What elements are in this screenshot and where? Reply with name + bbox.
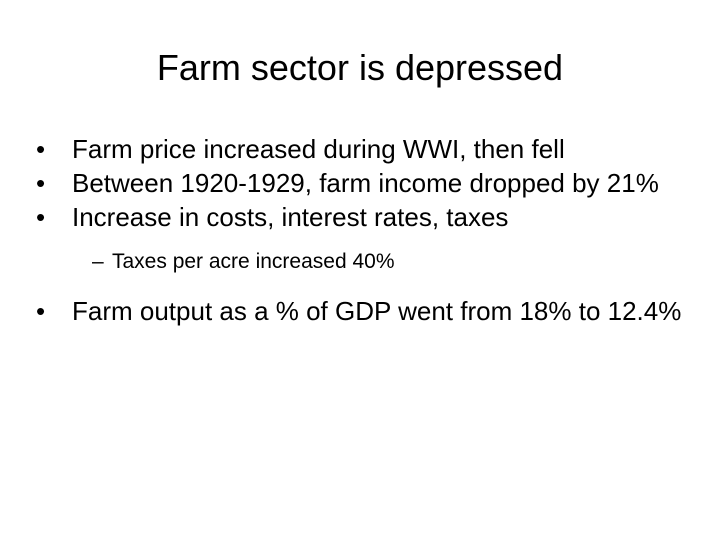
- sub-bullet-text: Taxes per acre increased 40%: [112, 250, 395, 273]
- sub-bullet-item: – Taxes per acre increased 40%: [56, 248, 686, 276]
- bullet-text: Farm output as a % of GDP went from 18% …: [72, 296, 682, 326]
- slide-body: • Farm price increased during WWI, then …: [36, 132, 686, 328]
- bullet-symbol: •: [36, 202, 46, 232]
- bullet-item: • Between 1920-1929, farm income dropped…: [36, 166, 686, 200]
- bullet-item: • Increase in costs, interest rates, tax…: [36, 200, 686, 234]
- bullet-symbol: •: [36, 168, 46, 198]
- sub-bullet-symbol: –: [92, 250, 104, 273]
- bullet-text: Between 1920-1929, farm income dropped b…: [72, 168, 659, 198]
- bullet-symbol: •: [36, 296, 46, 326]
- bullet-symbol: •: [36, 134, 46, 164]
- slide-title: Farm sector is depressed: [156, 47, 564, 88]
- bullet-text: Farm price increased during WWI, then fe…: [72, 134, 565, 164]
- bullet-item: • Farm output as a % of GDP went from 18…: [36, 294, 686, 328]
- bullet-text: Increase in costs, interest rates, taxes: [72, 202, 509, 232]
- bullet-item: • Farm price increased during WWI, then …: [36, 132, 686, 166]
